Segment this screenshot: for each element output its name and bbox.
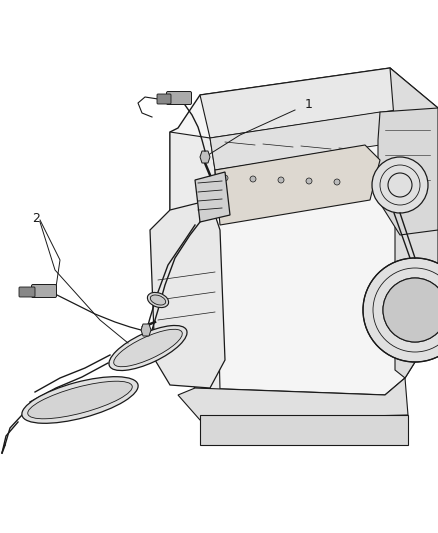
Ellipse shape — [148, 293, 169, 308]
Circle shape — [278, 177, 284, 183]
Ellipse shape — [150, 295, 166, 305]
FancyBboxPatch shape — [19, 287, 35, 297]
Circle shape — [306, 178, 312, 184]
Polygon shape — [178, 378, 408, 420]
Polygon shape — [210, 112, 390, 170]
Ellipse shape — [28, 381, 132, 419]
Circle shape — [372, 157, 428, 213]
Polygon shape — [200, 68, 430, 138]
Polygon shape — [200, 415, 408, 445]
Polygon shape — [195, 172, 230, 222]
Ellipse shape — [109, 326, 187, 370]
Ellipse shape — [22, 377, 138, 423]
Polygon shape — [170, 132, 220, 390]
Polygon shape — [170, 68, 438, 395]
FancyBboxPatch shape — [32, 285, 57, 297]
Text: 1: 1 — [305, 99, 313, 111]
Circle shape — [363, 258, 438, 362]
Circle shape — [222, 175, 228, 181]
Polygon shape — [378, 108, 438, 235]
Circle shape — [250, 176, 256, 182]
Polygon shape — [390, 68, 438, 378]
Polygon shape — [215, 145, 380, 225]
FancyBboxPatch shape — [157, 94, 171, 104]
Polygon shape — [150, 200, 225, 388]
Polygon shape — [215, 148, 365, 215]
FancyBboxPatch shape — [166, 92, 191, 104]
Circle shape — [334, 179, 340, 185]
Ellipse shape — [114, 329, 182, 367]
Circle shape — [383, 278, 438, 342]
Polygon shape — [141, 324, 151, 336]
Text: 2: 2 — [32, 212, 40, 224]
Polygon shape — [200, 151, 210, 163]
